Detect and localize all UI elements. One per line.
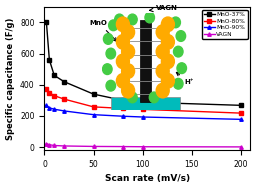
- VAGN: [92, 145, 95, 148]
- MnO-80%: [48, 92, 51, 94]
- MnO-37%: [121, 99, 124, 101]
- MnO-90%: [62, 110, 66, 112]
- VAGN: [62, 145, 66, 147]
- Y-axis label: Specific capacitance (F/g): Specific capacitance (F/g): [6, 17, 15, 140]
- Legend: MnO-37%, MnO-80%, MnO-90%, VAGN: MnO-37%, MnO-80%, MnO-90%, VAGN: [202, 10, 248, 39]
- MnO-37%: [45, 21, 48, 24]
- MnO-80%: [53, 94, 56, 97]
- MnO-80%: [92, 106, 95, 108]
- VAGN: [45, 143, 48, 145]
- MnO-37%: [53, 74, 56, 77]
- VAGN: [239, 146, 242, 148]
- MnO-37%: [48, 59, 51, 61]
- VAGN: [141, 146, 144, 148]
- Line: MnO-80%: MnO-80%: [45, 87, 242, 115]
- X-axis label: Scan rate (mV/s): Scan rate (mV/s): [105, 174, 190, 184]
- Text: H⁺: H⁺: [176, 72, 194, 85]
- VAGN: [48, 144, 51, 146]
- MnO-80%: [45, 88, 48, 90]
- Line: MnO-37%: MnO-37%: [45, 21, 242, 107]
- MnO-90%: [121, 115, 124, 117]
- Line: VAGN: VAGN: [45, 142, 242, 149]
- MnO-80%: [141, 108, 144, 111]
- MnO-80%: [121, 107, 124, 110]
- Line: MnO-90%: MnO-90%: [45, 104, 242, 121]
- MnO-90%: [53, 108, 56, 110]
- Text: MnO: MnO: [90, 20, 117, 41]
- MnO-90%: [45, 104, 48, 106]
- MnO-90%: [141, 116, 144, 118]
- MnO-90%: [92, 114, 95, 116]
- MnO-37%: [239, 104, 242, 106]
- MnO-90%: [239, 118, 242, 120]
- MnO-37%: [62, 81, 66, 83]
- MnO-80%: [62, 98, 66, 100]
- VAGN: [53, 144, 56, 147]
- MnO-37%: [92, 93, 95, 95]
- MnO-37%: [141, 101, 144, 103]
- MnO-90%: [48, 107, 51, 109]
- Text: VAGN: VAGN: [150, 5, 178, 12]
- MnO-80%: [239, 112, 242, 114]
- VAGN: [121, 146, 124, 148]
